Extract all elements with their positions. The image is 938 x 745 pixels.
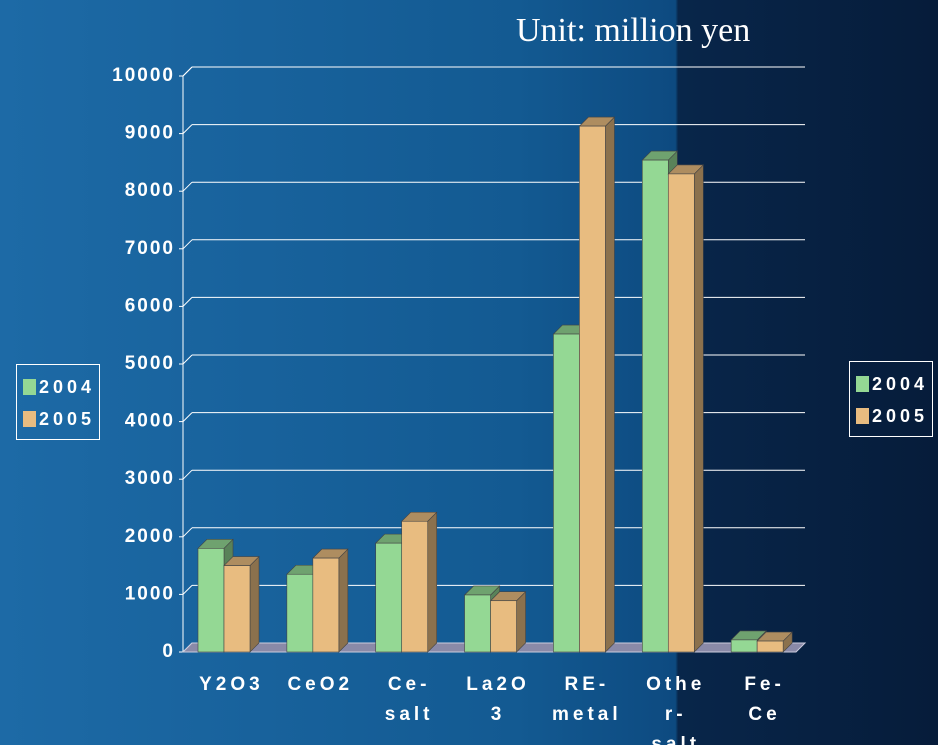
bar — [667, 173, 695, 653]
bar — [490, 600, 517, 653]
bar-side — [693, 164, 704, 653]
x-tick-label: La2O3 — [466, 674, 530, 725]
y-tick-label: 8000 — [125, 180, 175, 201]
grid-line — [182, 412, 193, 422]
grid-line — [182, 585, 193, 595]
legend-item: 2004 — [856, 368, 928, 400]
legend-swatch — [23, 379, 36, 395]
y-tick-label: 4000 — [125, 411, 175, 432]
y-tick-label: 2000 — [125, 526, 175, 547]
y-tick-label: 9000 — [125, 123, 175, 144]
legend-swatch — [856, 376, 869, 392]
x-tick-label: Fe-Ce — [744, 674, 785, 725]
legend-item: 2005 — [856, 400, 928, 432]
legend: 2004 2005 — [16, 364, 101, 440]
bar — [730, 639, 758, 653]
chart-title: Unit: million yen — [516, 12, 751, 49]
grid-line — [182, 527, 193, 538]
bar — [464, 594, 491, 653]
legend-swatch — [23, 411, 36, 427]
legend: 2004 2005 — [849, 361, 934, 437]
legend-label: 2005 — [39, 408, 96, 429]
x-tick-label: CeO2 — [287, 674, 354, 695]
bar — [375, 542, 403, 653]
grid-line — [182, 66, 193, 77]
bar — [223, 565, 251, 653]
bar-side — [249, 555, 260, 653]
y-tick-label: 5000 — [125, 353, 175, 374]
x-tick-label: Ce-salt — [384, 674, 434, 725]
bar — [756, 640, 784, 653]
legend-item: 2005 — [23, 403, 95, 435]
legend-label: 2005 — [872, 405, 929, 426]
bar-side — [338, 548, 349, 653]
grid-line — [182, 469, 193, 480]
y-tick-label: 0 — [162, 641, 175, 662]
legend-label: 2004 — [39, 376, 96, 397]
bar — [553, 333, 580, 653]
x-tick-label: Y2O3 — [199, 674, 264, 695]
legend-item: 2004 — [23, 371, 95, 403]
grid-line — [182, 239, 193, 250]
grid-line — [182, 297, 193, 307]
bar — [312, 557, 340, 653]
bar-side — [605, 116, 615, 653]
grid-line — [182, 181, 193, 192]
y-tick-label: 7000 — [125, 238, 175, 259]
bar — [286, 573, 314, 653]
legend-swatch — [856, 408, 869, 424]
bar — [579, 125, 606, 653]
grid-line — [182, 354, 193, 365]
bar — [401, 520, 429, 653]
y-tick-label: 10000 — [112, 65, 175, 86]
bar — [197, 548, 225, 653]
bar-side — [427, 511, 438, 653]
y-tick-label: 1000 — [125, 583, 175, 604]
y-tick-label: 6000 — [125, 295, 175, 316]
bar-side — [516, 591, 526, 653]
x-tick-label: Other-salt — [646, 674, 706, 745]
legend-label: 2004 — [872, 373, 929, 394]
y-tick-label: 3000 — [125, 468, 175, 489]
x-tick-label: RE-metal — [552, 674, 622, 725]
grid-line — [182, 124, 193, 134]
bar — [641, 159, 669, 653]
